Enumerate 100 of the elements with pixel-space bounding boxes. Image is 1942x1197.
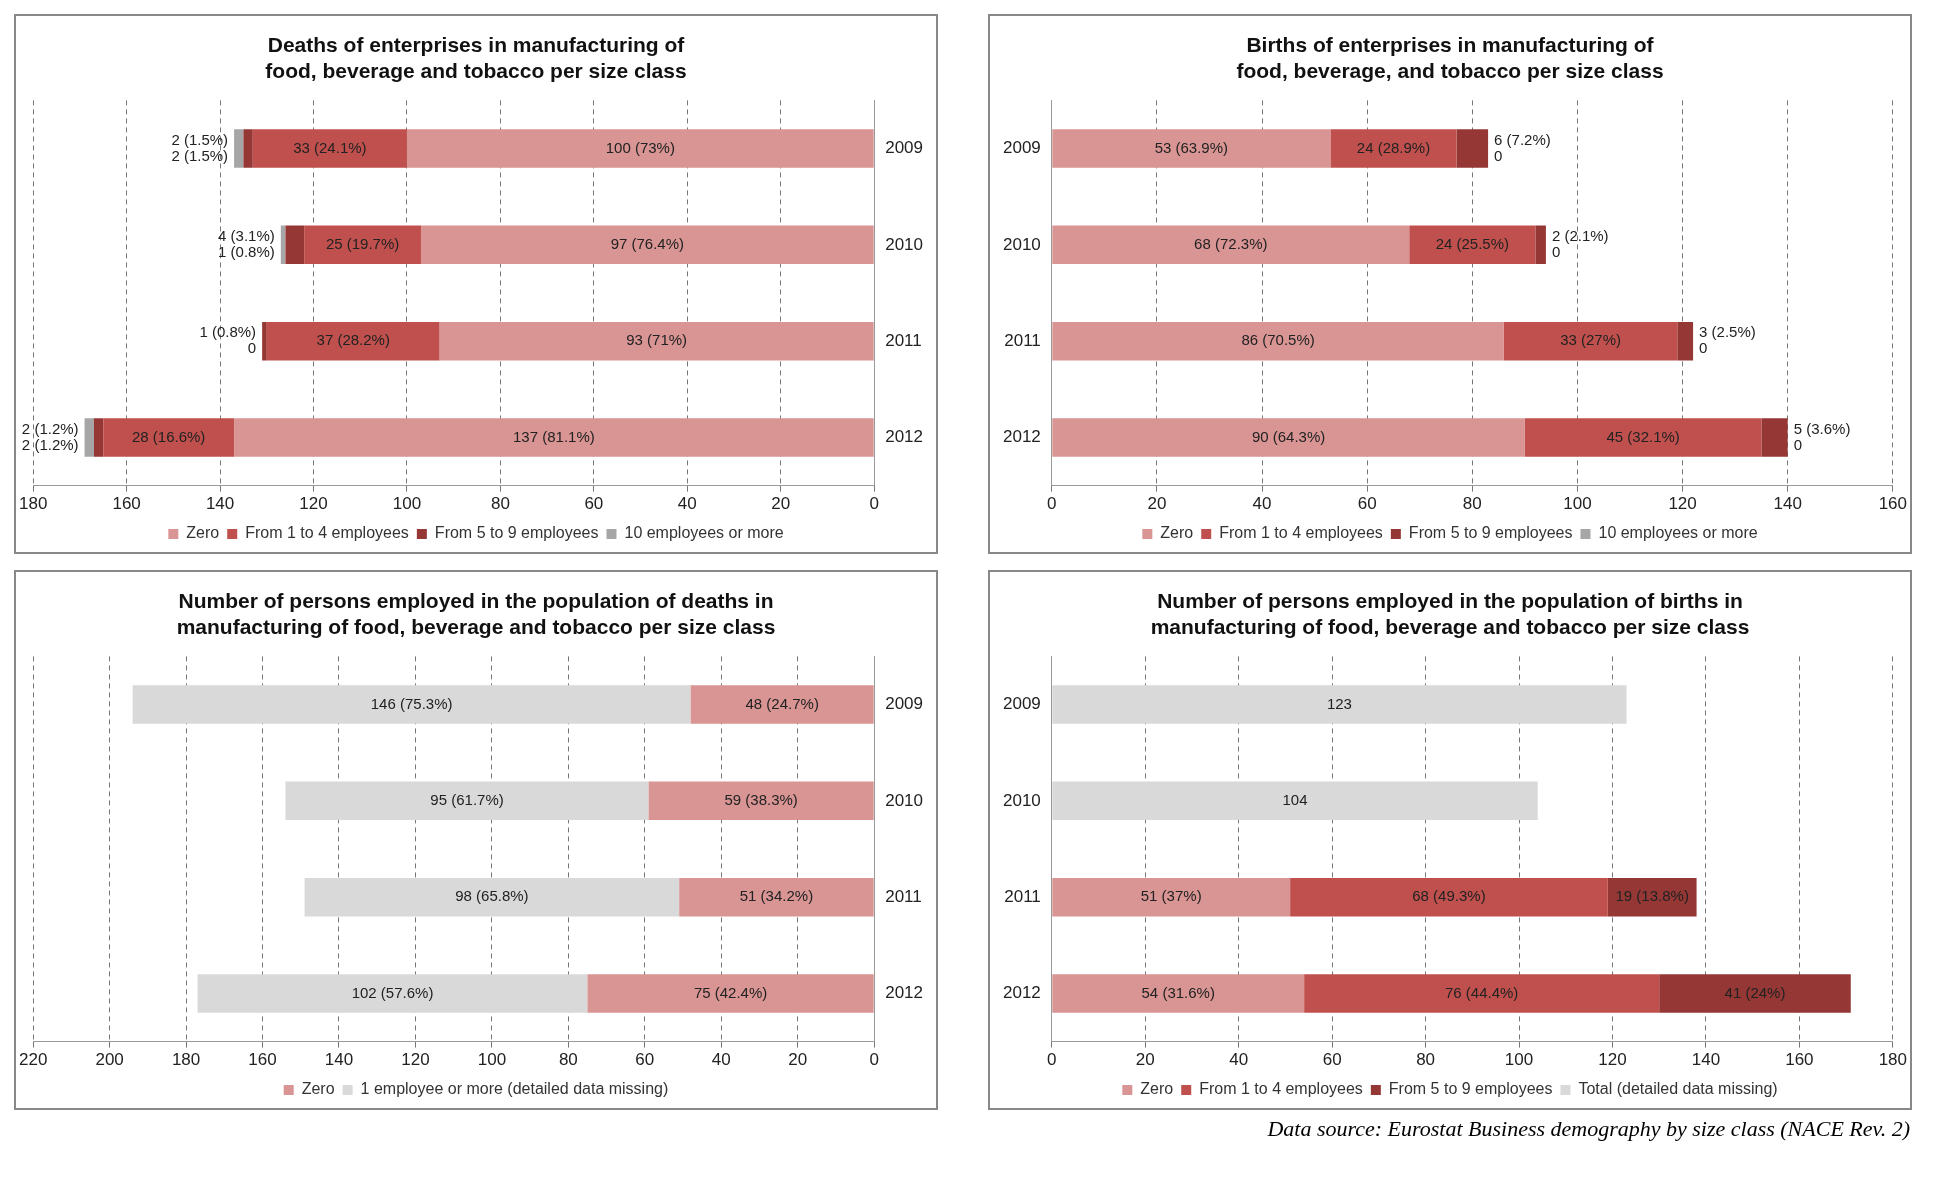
bar	[1052, 685, 1627, 724]
y-tick-label: 2012	[885, 427, 924, 447]
y-tick-label: 2012	[1002, 427, 1041, 447]
x-tick-label: 120	[1598, 1050, 1627, 1070]
bar	[1052, 321, 1504, 361]
bar	[285, 781, 649, 821]
bar	[679, 877, 874, 917]
bar	[1659, 974, 1851, 1013]
x-tick-label: 20	[788, 1050, 808, 1070]
bar	[1304, 974, 1660, 1013]
bar	[1290, 877, 1608, 917]
x-tick-label: 0	[869, 494, 879, 514]
x-tick-label: 160	[112, 494, 141, 514]
x-tick-label: 140	[205, 494, 235, 514]
x-tick-label: 100	[1563, 494, 1592, 514]
x-tick-label: 120	[401, 1050, 430, 1070]
y-tick-label: 2009	[1002, 694, 1041, 714]
x-tick-label: 80	[1416, 1050, 1436, 1070]
data-label: 37 (28.2%)	[316, 331, 390, 349]
y-tick-label: 2012	[885, 983, 924, 1003]
bar	[234, 418, 874, 457]
data-label: 98 (65.8%)	[455, 887, 529, 905]
bar	[406, 129, 874, 168]
x-tick-label: 0	[1047, 494, 1057, 514]
data-label: 0	[1793, 435, 1803, 453]
x-tick-label: 60	[1357, 494, 1377, 514]
bar	[285, 225, 305, 265]
data-label: 48 (24.7%)	[745, 694, 819, 712]
x-tick-label: 80	[490, 494, 510, 514]
bar	[1052, 225, 1410, 265]
x-tick-label: 180	[1878, 1050, 1908, 1070]
x-tick-label: 160	[248, 1050, 277, 1070]
bar	[197, 974, 588, 1013]
bar	[1052, 129, 1331, 168]
bar	[243, 129, 253, 168]
x-tick-label: 0	[869, 1050, 879, 1070]
chart-title: Number of persons employed in the population of deaths in manufacturing of food, beverage and tobacco per size class	[176, 589, 776, 638]
x-tick-label: 100	[477, 1050, 507, 1070]
data-label: 75 (42.4%)	[693, 983, 768, 1001]
data-label: 25 (19.7%)	[325, 234, 400, 252]
bar	[266, 321, 440, 361]
x-tick-label: 140	[1691, 1050, 1721, 1070]
x-tick-label: 40	[677, 494, 697, 514]
data-label: 19 (13.8%)	[1615, 887, 1689, 905]
bar	[648, 781, 874, 821]
bar	[304, 877, 680, 917]
data-label: 6 (7.2%)	[1494, 130, 1551, 148]
data-label: 68 (49.3%)	[1412, 887, 1486, 905]
x-tick-label: 0	[1047, 1050, 1057, 1070]
data-label: 0	[1494, 146, 1503, 164]
data-label: 5 (3.6%)	[1793, 419, 1851, 437]
x-tick-label: 40	[1229, 1050, 1249, 1070]
x-tick-label: 120	[1668, 494, 1697, 514]
data-label: 68 (72.3%)	[1194, 234, 1268, 252]
y-tick-label: 2011	[885, 886, 922, 906]
bar	[587, 974, 874, 1013]
legend-label: Zero	[1140, 1080, 1174, 1098]
legend-label: From 5 to 9 employees	[1388, 1080, 1553, 1098]
bar	[1761, 418, 1788, 457]
chart-title: Births of enterprises in manufacturing of food, beverage, and tobacco per size class	[1236, 33, 1664, 82]
y-tick-label: 2010	[1002, 234, 1041, 254]
legend-label: From 1 to 4 employees	[1199, 1080, 1363, 1098]
x-tick-label: 160	[1785, 1050, 1814, 1070]
x-tick-label: 20	[771, 494, 791, 514]
data-label: 53 (63.9%)	[1154, 138, 1229, 156]
data-label: 2 (1.2%)	[21, 419, 79, 437]
data-label: 41 (24%)	[1724, 983, 1786, 1001]
legend-label: Zero	[1160, 524, 1194, 542]
bar	[304, 225, 421, 265]
x-tick-label: 120	[299, 494, 328, 514]
legend-label: Zero	[186, 524, 220, 542]
data-label: 86 (70.5%)	[1241, 331, 1315, 349]
data-label: 54 (31.6%)	[1141, 983, 1215, 1001]
legend-label: From 5 to 9 employees	[1408, 524, 1573, 542]
data-label: 59 (38.3%)	[724, 790, 798, 808]
x-tick-label: 160	[1878, 494, 1908, 514]
bar	[1052, 418, 1525, 457]
data-label: 90 (64.3%)	[1251, 427, 1326, 445]
bar	[84, 418, 94, 457]
chart-title: Deaths of enterprises in manufacturing of food, beverage and tobacco per size class	[265, 33, 687, 82]
bar	[234, 129, 244, 168]
data-label: 123	[1326, 694, 1352, 712]
data-label: 2 (2.1%)	[1551, 226, 1609, 244]
bar	[132, 685, 691, 724]
data-label: 95 (61.7%)	[430, 790, 504, 808]
y-tick-label: 2011	[885, 330, 922, 350]
data-label: 51 (34.2%)	[739, 887, 814, 905]
x-tick-label: 100	[392, 494, 422, 514]
x-tick-label: 20	[1135, 1050, 1155, 1070]
legend-label: From 5 to 9 employees	[434, 524, 599, 542]
x-tick-label: 20	[1147, 494, 1167, 514]
data-label: 0	[1551, 242, 1561, 260]
y-tick-label: 2009	[885, 138, 924, 158]
x-tick-label: 60	[635, 1050, 655, 1070]
bar	[1524, 418, 1762, 457]
source-note: Data source: Eurostat Business demography by size class (NACE Rev. 2)	[1266, 1116, 1911, 1142]
legend-label: 10 employees or more	[624, 524, 784, 542]
bar	[1456, 129, 1489, 168]
bar	[1330, 129, 1457, 168]
legend-label: From 1 to 4 employees	[1219, 524, 1383, 542]
